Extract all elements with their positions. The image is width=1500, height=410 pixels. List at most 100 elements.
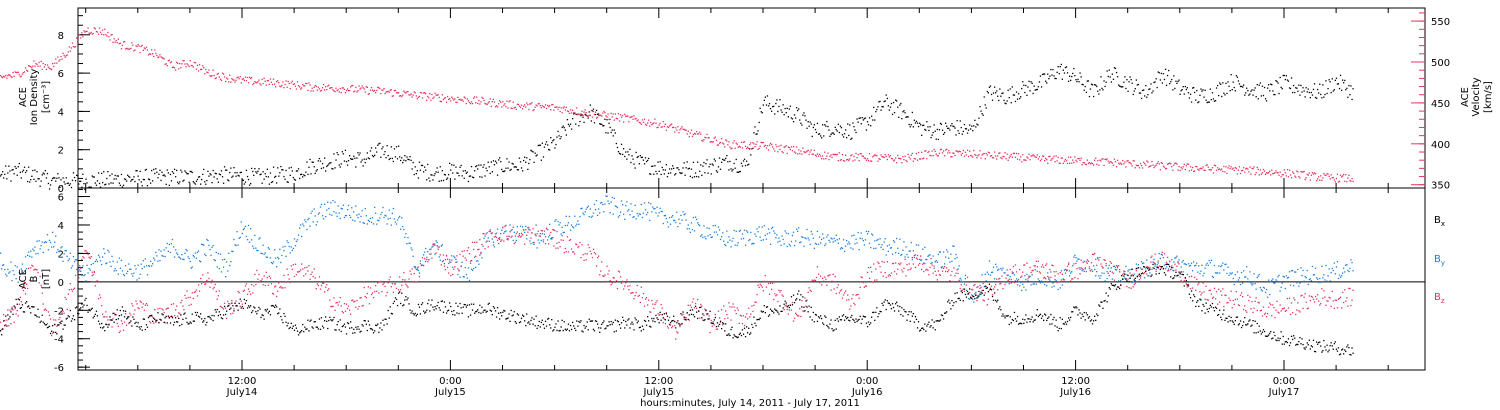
velocity-point: [190, 64, 192, 67]
by-point: [498, 242, 500, 245]
by-point: [1223, 269, 1225, 271]
by-point: [434, 253, 436, 255]
by-point: [868, 242, 871, 244]
by-point: [1282, 275, 1284, 277]
density-point: [1162, 73, 1165, 75]
by-point: [1015, 278, 1018, 280]
by-point: [887, 250, 889, 252]
density-point: [183, 179, 185, 181]
velocity-point: [1286, 169, 1289, 171]
density-point: [1196, 89, 1198, 92]
density-point: [663, 173, 665, 175]
density-point: [655, 170, 657, 173]
bz-point: [99, 296, 102, 299]
density-point: [476, 165, 478, 167]
velocity-point: [11, 76, 13, 78]
by-point: [1140, 261, 1143, 263]
density-point: [793, 114, 796, 116]
by-point: [485, 241, 487, 243]
bz-point: [195, 289, 198, 291]
by-point: [1037, 278, 1039, 280]
by-point: [371, 217, 374, 219]
density-point: [1104, 85, 1106, 88]
velocity-point: [473, 97, 475, 99]
by-point: [880, 246, 882, 248]
by-point: [57, 248, 59, 251]
velocity-point: [58, 60, 60, 62]
density-point: [417, 177, 420, 179]
bz-point: [491, 232, 493, 234]
by-point: [1026, 273, 1028, 276]
density-point: [781, 111, 783, 113]
by-point: [740, 238, 743, 240]
density-point: [734, 167, 736, 169]
density-point: [190, 170, 192, 173]
velocity-point: [1099, 159, 1101, 161]
by-point: [1008, 283, 1010, 285]
density-point: [150, 182, 152, 184]
velocity-point: [671, 123, 673, 125]
density-point: [112, 182, 114, 184]
velocity-point: [953, 152, 955, 155]
bz-point: [59, 316, 61, 319]
velocity-point: [1053, 155, 1055, 157]
density-point: [41, 174, 43, 176]
bz-point: [499, 238, 501, 240]
velocity-point: [1338, 180, 1341, 182]
bz-point: [73, 287, 76, 289]
velocity-point: [775, 144, 777, 146]
density-point: [1179, 93, 1181, 95]
velocity-point: [128, 48, 130, 50]
by-point: [622, 204, 624, 206]
by-point: [62, 260, 64, 262]
density-point: [512, 163, 514, 165]
bz-point: [203, 281, 205, 283]
density-point: [1244, 94, 1246, 96]
density-point: [1236, 76, 1239, 78]
bz-point: [505, 224, 507, 227]
velocity-point: [123, 41, 126, 43]
velocity-point: [264, 80, 266, 82]
density-point: [934, 130, 936, 132]
density-point: [446, 177, 449, 179]
density-point: [1273, 93, 1275, 96]
density-point: [29, 181, 31, 183]
bz-point: [342, 312, 344, 314]
velocity-point: [2, 77, 4, 79]
by-point: [703, 225, 705, 227]
velocity-point: [166, 65, 168, 67]
density-point: [1277, 82, 1279, 84]
bz-point: [209, 286, 211, 288]
by-point: [1247, 278, 1249, 280]
density-point: [80, 180, 82, 182]
bz-point: [295, 274, 298, 276]
velocity-point: [995, 155, 997, 157]
by-point: [967, 297, 970, 300]
density-point: [106, 177, 108, 180]
bz-point: [400, 289, 402, 291]
by-point: [86, 264, 88, 266]
by-point: [1290, 270, 1293, 272]
by-point: [1023, 286, 1025, 288]
density-point: [154, 172, 156, 175]
velocity-point: [286, 86, 288, 88]
velocity-point: [437, 94, 439, 96]
density-point: [729, 160, 731, 163]
by-point: [877, 238, 879, 241]
velocity-point: [1097, 160, 1099, 162]
velocity-point: [738, 145, 740, 147]
by-point: [1149, 272, 1151, 274]
velocity-point: [925, 150, 927, 152]
velocity-point: [524, 104, 526, 106]
bz-point: [466, 250, 468, 252]
by-point: [696, 218, 698, 221]
bz-point: [398, 289, 400, 291]
by-point: [476, 260, 478, 262]
density-point: [754, 126, 756, 128]
by-point: [222, 266, 225, 268]
bz-point: [430, 253, 432, 255]
density-point: [519, 161, 522, 163]
density-point: [295, 170, 298, 172]
velocity-point: [1109, 161, 1111, 163]
velocity-point: [608, 118, 610, 121]
